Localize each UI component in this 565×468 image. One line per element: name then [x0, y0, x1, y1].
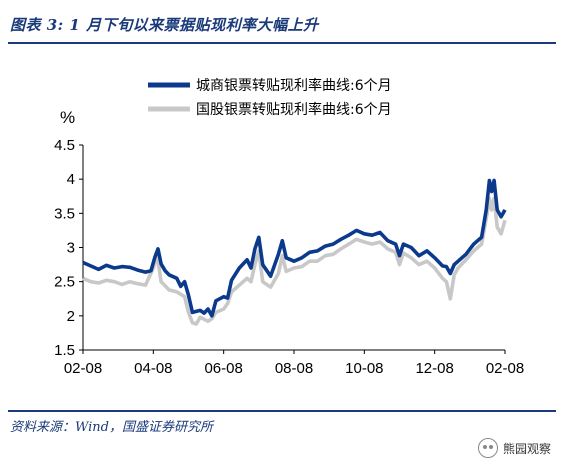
- y-tick-label: 4: [67, 171, 75, 188]
- y-tick-label: 2.5: [54, 274, 75, 291]
- source-rule: [8, 410, 556, 412]
- y-axis-unit: %: [60, 108, 75, 127]
- chart-lines: [82, 178, 507, 326]
- x-tick-label: 10-08: [345, 360, 383, 377]
- x-tick-label: 04-08: [134, 360, 172, 377]
- x-tick-label: 02-08: [486, 360, 524, 377]
- x-tick-label: 06-08: [204, 360, 242, 377]
- y-tick-label: 4.5: [54, 137, 75, 154]
- title-rule: [8, 42, 556, 44]
- x-tick-label: 12-08: [415, 360, 453, 377]
- legend-label: 城商银票转贴现利率曲线:6个月: [196, 77, 392, 94]
- y-tick-label: 1.5: [54, 342, 75, 359]
- legend-label: 国股银票转贴现利率曲线:6个月: [196, 101, 392, 118]
- watermark-text: 熊园观察: [502, 441, 551, 456]
- wechat-icon: [477, 438, 498, 458]
- figure-title: 图表 3: 1 月下旬以来票据贴现利率大幅上升: [10, 16, 319, 34]
- y-tick-label: 3: [67, 240, 75, 257]
- series-line-1: [82, 196, 507, 326]
- source-note: 资料来源：Wind，国盛证券研究所: [10, 420, 213, 435]
- y-tick-label: 3.5: [54, 205, 75, 222]
- x-tick-label: 02-08: [64, 360, 102, 377]
- y-tick-label: 2: [67, 308, 75, 325]
- chart-axes: 1.5 2 2.5 3 3.5 4 4.5% 02-08 04-08 06-08 08-08 10-0…: [54, 108, 524, 377]
- series-line-0: [82, 178, 507, 318]
- line-chart: 1.5 2 2.5 3 3.5 4 4.5% 02-08 04-08 06-08 08-08 10-0…: [54, 77, 524, 377]
- watermark: 熊园观察: [477, 438, 551, 458]
- x-tick-label: 08-08: [275, 360, 313, 377]
